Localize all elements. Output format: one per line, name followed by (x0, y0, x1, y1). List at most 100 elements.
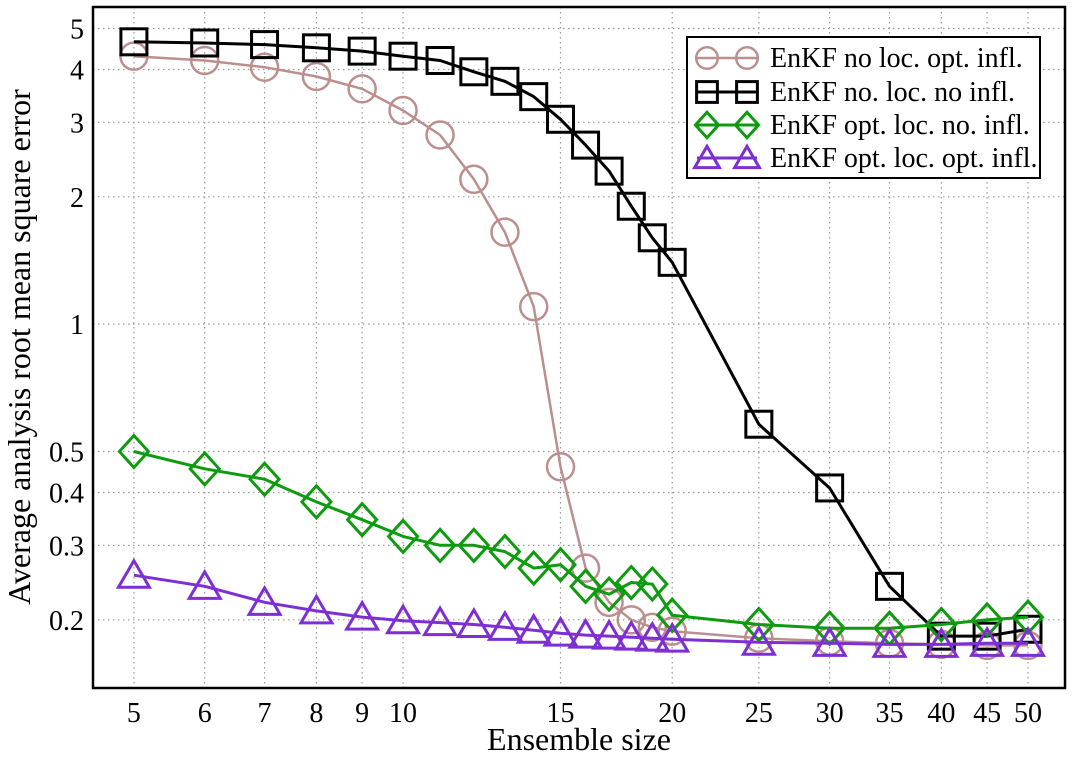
triangle-up-marker (968, 625, 1006, 657)
circle-marker (657, 616, 687, 646)
y-tick-label-3: 3 (70, 108, 84, 139)
series-layer (115, 27, 1047, 661)
triangle-up-marker (186, 568, 223, 600)
y-tick-label-0.3: 0.3 (49, 531, 84, 562)
triangle-up-marker (344, 599, 381, 631)
diamond-marker (543, 546, 578, 583)
square-marker (250, 30, 280, 60)
y-tick-label-5: 5 (70, 14, 84, 45)
legend-circle-marker (734, 45, 760, 71)
triangle-up-marker (486, 609, 524, 641)
y-tick-label-2: 2 (70, 183, 84, 214)
square-marker (545, 104, 575, 134)
x-axis-label: Ensemble size (487, 721, 671, 757)
legend-diamond-marker (733, 109, 761, 141)
plot-frame (91, 5, 1067, 690)
x-tick-label-25: 25 (745, 698, 773, 729)
circle-marker (249, 52, 280, 82)
diamond-marker (592, 575, 626, 613)
diamond-marker (569, 568, 603, 605)
legend-item-enkf-opt-loc-no-infl: EnKF opt. loc. no. infl. (693, 109, 1030, 141)
y-axis-label: Average analysis root mean square error (1, 89, 37, 605)
triangle-up-marker (298, 593, 335, 625)
square-marker (874, 571, 904, 601)
triangle-up-marker (567, 617, 604, 649)
diamond-marker (386, 518, 420, 555)
diamond-marker (614, 564, 648, 601)
circle-marker (594, 587, 624, 618)
square-marker (744, 409, 774, 439)
square-marker (616, 191, 646, 221)
triangle-up-marker (740, 624, 777, 656)
square-marker (347, 36, 377, 66)
triangle-up-marker (421, 605, 459, 637)
x-tick-label-6: 6 (198, 698, 212, 729)
legend-diamond-marker (693, 109, 721, 141)
series-line-enkf-opt-loc-no-infl (133, 450, 1029, 630)
grid-layer (93, 7, 1065, 688)
x-tick-label-10: 10 (389, 698, 417, 729)
square-marker (425, 46, 455, 76)
diamond-marker (742, 606, 776, 643)
legend-box (686, 36, 1041, 179)
triangle-up-marker (246, 584, 283, 616)
legend-square-marker (735, 80, 759, 104)
triangle-up-marker (613, 619, 650, 651)
legend-circle-marker (694, 45, 720, 71)
triangle-up-marker (871, 626, 908, 658)
diamond-marker (299, 483, 333, 521)
circle-marker (518, 291, 549, 322)
x-tick-label-50: 50 (1014, 698, 1042, 729)
diamond-marker (635, 565, 669, 603)
diamond-marker (345, 501, 379, 538)
x-tick-label-7: 7 (258, 698, 272, 729)
circle-marker (490, 217, 520, 247)
square-marker (519, 82, 549, 112)
legend-item-label: EnKF opt. loc. opt. infl. (770, 143, 1038, 174)
x-tick-label-45: 45 (973, 698, 1001, 729)
legend-item-enkf-opt-loc-opt-infl: EnKF opt. loc. opt. infl. (691, 143, 1038, 174)
y-tick-label-0.4: 0.4 (49, 478, 84, 509)
x-tick-label-30: 30 (816, 698, 844, 729)
diamond-marker (248, 460, 282, 498)
diamond-marker (1011, 598, 1045, 636)
square-marker (571, 130, 601, 160)
triangle-up-marker (590, 618, 628, 650)
x-tick-label-35: 35 (875, 698, 903, 729)
diamond-marker (924, 606, 958, 643)
square-marker (119, 27, 149, 57)
square-marker (594, 156, 624, 186)
circle-marker (347, 74, 377, 104)
x-tick-label-20: 20 (658, 698, 686, 729)
diamond-marker (457, 527, 491, 564)
circle-marker (459, 164, 489, 195)
diamond-marker (655, 597, 689, 634)
circle-marker (189, 45, 220, 76)
series-enkf-opt-loc-no-infl (117, 433, 1045, 647)
square-marker (637, 223, 667, 253)
x-tick-label-15: 15 (546, 698, 574, 729)
diamond-marker (517, 549, 551, 587)
triangle-up-marker (384, 603, 422, 635)
square-marker (815, 473, 845, 503)
square-marker (459, 57, 489, 87)
x-tick-label-40: 40 (927, 698, 955, 729)
x-tick-label-5: 5 (127, 698, 141, 729)
square-marker (972, 621, 1002, 651)
series-line-enkf-no-loc-opt-infl (133, 54, 1028, 647)
tick-labels-layer: 5 6 7 8 9 10 15 20 25 30 35 40 45 50 5 4 3 2 1 0.5 0.4 0.3 0.2 (49, 14, 1042, 729)
circle-marker (616, 605, 647, 635)
triangle-up-marker (654, 621, 691, 653)
legend-triangle-up-marker (731, 143, 763, 170)
diamond-marker (188, 450, 222, 488)
triangle-up-marker (1009, 625, 1047, 657)
square-marker (490, 66, 520, 96)
square-marker (190, 28, 220, 58)
legend-item-enkf-no-loc-no-infl: EnKF no. loc. no infl. (695, 77, 1015, 108)
legend-square-marker (695, 80, 719, 104)
circle-marker (425, 120, 455, 150)
square-marker (388, 41, 418, 71)
series-enkf-opt-loc-opt-infl (115, 557, 1047, 658)
x-tick-label-8: 8 (309, 698, 323, 729)
